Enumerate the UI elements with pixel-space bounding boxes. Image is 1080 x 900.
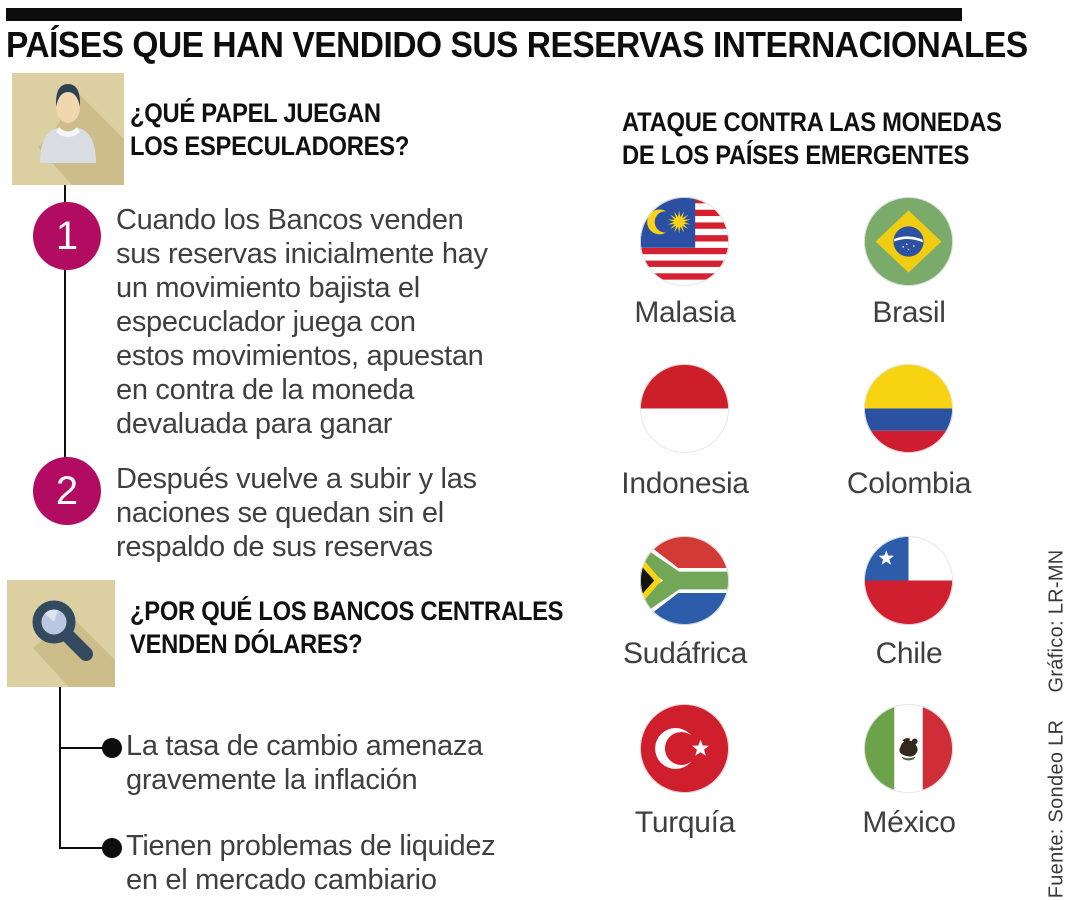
section1-heading: ¿QUÉ PAPEL JUEGAN LOS ESPECULADORES? <box>130 98 410 161</box>
flag-chile-icon <box>864 536 953 625</box>
bullet-dot-2 <box>102 838 122 858</box>
country-label: Indonesia <box>621 467 749 500</box>
step-2-text: Después vuelve a subir y las naciones se… <box>116 463 477 563</box>
flag-indonesia-icon <box>640 364 729 453</box>
step-1-text: Cuando los Bancos venden sus reservas in… <box>116 204 488 440</box>
step-2-badge: 2 <box>33 457 101 525</box>
country-label: Sudáfrica <box>622 637 748 670</box>
bullet-2-text: Tienen problemas de liquidez en el merca… <box>126 830 496 896</box>
flag-brazil-icon <box>864 197 953 286</box>
source-credit: Fuente: Sondeo LR <box>1045 719 1068 899</box>
central-banks-panel <box>7 580 115 687</box>
flag-malaysia-icon <box>640 197 729 286</box>
connector-line-1 <box>64 185 66 481</box>
country-label: Brasil <box>872 296 946 329</box>
country-label: Colombia <box>846 467 972 500</box>
graphic-credit: Gráfico: LR-MN <box>1045 549 1068 693</box>
right-heading: ATAQUE CONTRA LAS MONEDAS DE LOS PAÍSES … <box>622 107 1002 170</box>
speculator-panel <box>12 73 124 185</box>
step-2-number: 2 <box>55 468 79 513</box>
connector-line-2 <box>59 687 61 849</box>
top-rule <box>6 8 962 21</box>
flag-colombia-icon <box>864 364 953 453</box>
bullet-1-text: La tasa de cambio amenaza gravemente la … <box>126 730 483 796</box>
country-label: Malasia <box>634 296 736 329</box>
branch-line-1 <box>60 747 106 749</box>
country-label: Turquía <box>634 806 736 839</box>
country-label: México <box>862 806 956 839</box>
branch-line-2 <box>60 847 106 849</box>
flag-south-africa-icon <box>640 536 729 625</box>
bullet-dot-1 <box>102 738 122 758</box>
flag-turkey-icon <box>640 704 729 793</box>
page-title: PAÍSES QUE HAN VENDIDO SUS RESERVAS INTE… <box>6 24 1028 65</box>
section2-heading: ¿POR QUÉ LOS BANCOS CENTRALES VENDEN DÓL… <box>130 596 564 659</box>
step-1-number: 1 <box>55 213 79 258</box>
person-icon <box>12 73 124 185</box>
country-label: Chile <box>875 637 943 670</box>
step-1-badge: 1 <box>33 202 101 270</box>
magnifier-icon <box>7 580 115 687</box>
flag-mexico-icon <box>864 704 953 793</box>
